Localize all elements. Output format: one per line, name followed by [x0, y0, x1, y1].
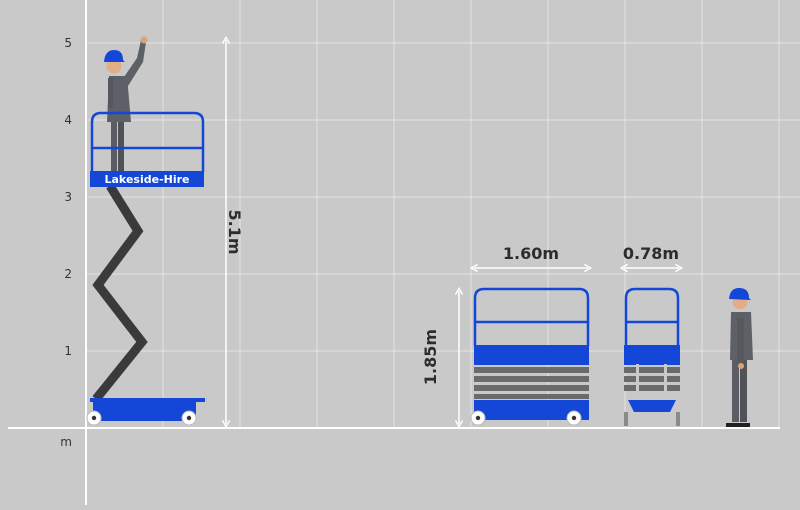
- stowed-deck: [474, 345, 589, 365]
- tick-label-3: 3: [64, 190, 72, 204]
- platform-deck: [90, 171, 204, 187]
- stowed-lift-end-view: [624, 287, 680, 426]
- tick-label-5: 5: [64, 36, 72, 50]
- end-view-deck: [624, 345, 680, 365]
- tick-label-4: 4: [64, 113, 72, 127]
- lift-base: [93, 402, 196, 421]
- helmet-icon: [729, 288, 751, 300]
- wheel-icon: [181, 410, 197, 426]
- stowed-guardrail: [473, 287, 590, 346]
- wheel-icon: [470, 410, 486, 426]
- tick-label-1: 1: [64, 344, 72, 358]
- scissor-arm: [92, 183, 148, 402]
- stowed-height-label: 1.85m: [421, 329, 440, 385]
- standing-worker: [726, 288, 753, 427]
- raised-scissor-lift: Lakeside-Hire: [86, 36, 205, 426]
- helmet-icon: [104, 50, 125, 62]
- stowed-length-label: 1.60m: [503, 244, 559, 263]
- platform-guardrail: [90, 111, 205, 172]
- tick-label-2: 2: [64, 267, 72, 281]
- y-axis-tick-labels: 1 2 3 4 5: [64, 36, 72, 358]
- working-height-label: 5.1m: [225, 209, 244, 254]
- brand-label: Lakeside-Hire: [105, 173, 190, 186]
- wheel-icon: [566, 410, 582, 426]
- wheel-icon: [86, 410, 102, 426]
- end-view-guardrail: [624, 287, 680, 346]
- stowed-width-label: 0.78m: [623, 244, 679, 263]
- stowed-lift-side-view: [470, 287, 590, 426]
- axis-unit-label: m: [60, 435, 72, 449]
- lift-base-top: [90, 398, 205, 402]
- worker-on-platform: [104, 36, 148, 171]
- grid: [86, 0, 800, 428]
- stowed-base: [474, 400, 589, 420]
